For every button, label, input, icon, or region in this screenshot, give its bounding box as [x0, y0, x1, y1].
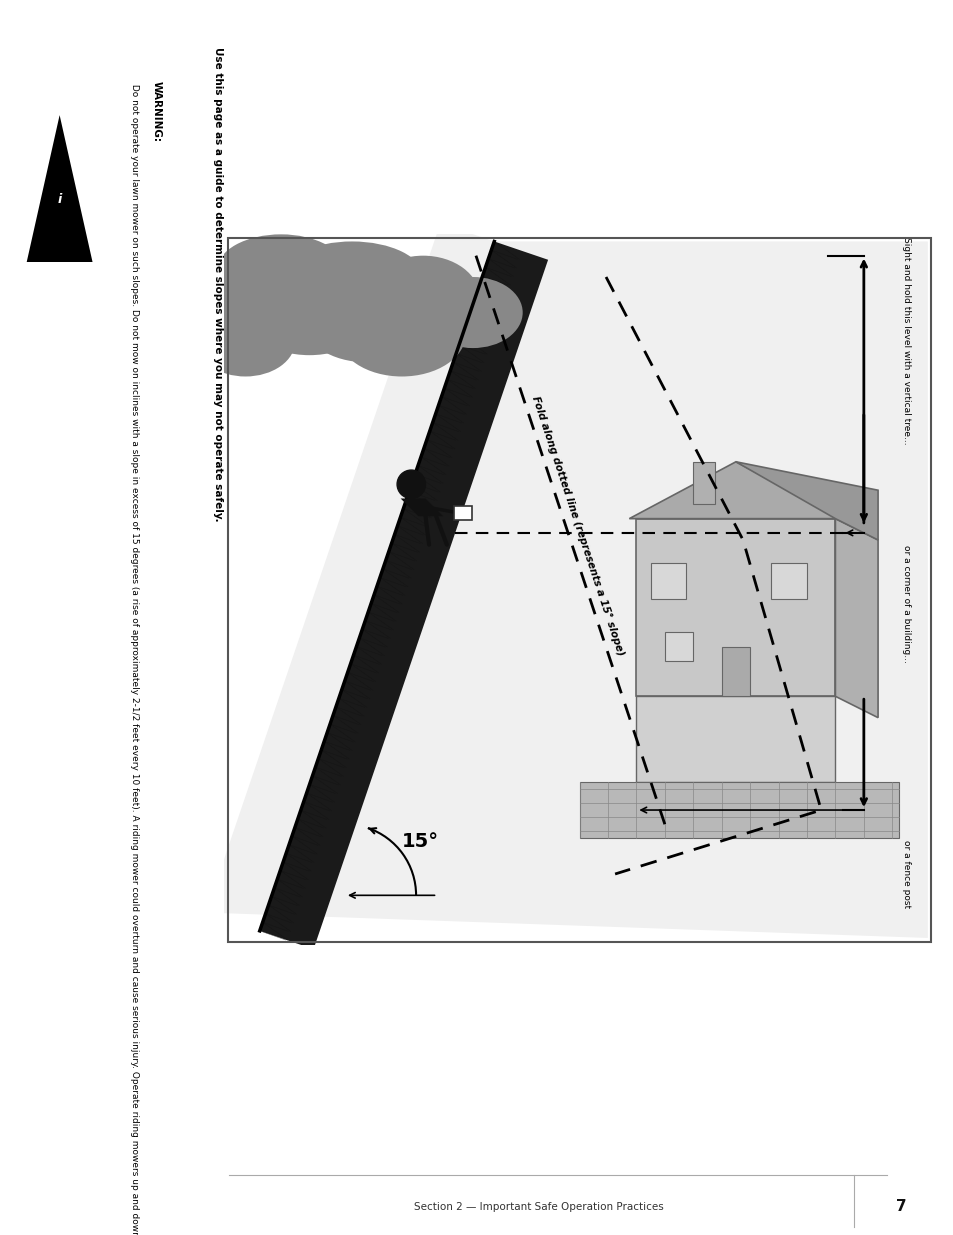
Text: Section 2 — Important Safe Operation Practices: Section 2 — Important Safe Operation Pra… — [414, 1202, 663, 1212]
Polygon shape — [400, 499, 443, 516]
Text: 15°: 15° — [401, 832, 438, 851]
Polygon shape — [454, 505, 471, 520]
Text: or a corner of a building...: or a corner of a building... — [901, 545, 910, 663]
Bar — [771, 563, 806, 599]
Polygon shape — [206, 224, 927, 937]
Ellipse shape — [281, 242, 423, 312]
Bar — [664, 632, 693, 661]
Polygon shape — [735, 462, 877, 540]
Text: 7: 7 — [895, 1199, 906, 1214]
Text: or a fence post: or a fence post — [901, 840, 910, 908]
Text: Use this page as a guide to determine slopes where you may not operate safely.: Use this page as a guide to determine sl… — [213, 47, 223, 522]
Bar — [650, 563, 685, 599]
Circle shape — [396, 471, 425, 499]
Text: i: i — [57, 194, 62, 206]
Text: WARNING:: WARNING: — [152, 82, 162, 142]
Text: Fold along dotted line (represents a 15° slope): Fold along dotted line (represents a 15°… — [529, 395, 624, 657]
Bar — [720, 647, 749, 697]
Bar — [578, 782, 899, 839]
Polygon shape — [27, 115, 92, 262]
Ellipse shape — [238, 256, 380, 356]
Ellipse shape — [366, 256, 479, 341]
Ellipse shape — [337, 291, 465, 377]
Ellipse shape — [423, 277, 522, 348]
Ellipse shape — [302, 277, 430, 362]
Bar — [636, 697, 835, 782]
Text: Do not operate your lawn mower on such slopes. Do not mow on inclines with a slo: Do not operate your lawn mower on such s… — [130, 82, 139, 1235]
Bar — [693, 462, 714, 504]
Text: Sight and hold this level with a vertical tree...: Sight and hold this level with a vertica… — [901, 237, 910, 445]
Ellipse shape — [203, 263, 316, 348]
Polygon shape — [835, 519, 877, 718]
Polygon shape — [629, 462, 841, 519]
Polygon shape — [259, 242, 548, 950]
Ellipse shape — [195, 305, 295, 377]
Ellipse shape — [217, 235, 345, 305]
Bar — [636, 519, 835, 697]
